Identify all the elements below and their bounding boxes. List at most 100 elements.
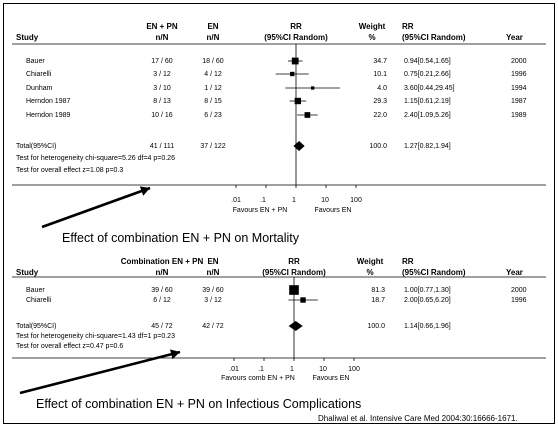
row-year: 1987 [511, 98, 527, 105]
favours-left-label: Favours EN + PN [232, 207, 288, 214]
effect-square [300, 297, 306, 303]
row-g2: 1 / 12 [204, 85, 222, 92]
row-year: 1994 [511, 85, 527, 92]
row-study: Herndon 1989 [26, 112, 71, 119]
pooled-diamond [288, 321, 303, 331]
arrow-infectious-head [170, 349, 180, 360]
col-rrtext-header: RR [402, 257, 414, 266]
row-weight: 29.3 [373, 98, 387, 105]
col-rr-header: RR [288, 257, 300, 266]
tick-label: 100 [348, 366, 360, 373]
col-weight-subheader: % [368, 33, 376, 42]
row-g1: 10 / 16 [151, 112, 173, 119]
row-rr-text: 2.00[0.65,6.20] [404, 297, 451, 304]
row-rr-text: 1.15[0.61,2.19] [404, 98, 451, 105]
tick-label: 100 [350, 197, 362, 204]
slide-frame [3, 3, 555, 424]
heterogeneity-text: Test for heterogeneity chi-square=1.43 d… [16, 333, 175, 340]
col-rrtext-subheader: (95%CI Random) [402, 33, 466, 42]
tick-label: .01 [231, 197, 241, 204]
effect-square [304, 112, 311, 118]
row-g1: 8 / 13 [153, 98, 171, 105]
tick-label: 10 [321, 197, 329, 204]
row-weight: 10.1 [373, 71, 387, 78]
col-weight-subheader: % [366, 268, 374, 277]
row-g1: 39 / 60 [151, 287, 173, 294]
caption-mortality: Effect of combination EN + PN on Mortali… [62, 231, 300, 245]
col-weight-header: Weight [356, 257, 384, 266]
row-rr-text: 0.75[0.21,2.66] [404, 71, 451, 78]
total-g2: 37 / 122 [200, 143, 226, 150]
total-weight: 100.0 [367, 323, 385, 330]
col-rrtext-subheader: (95%CI Random) [402, 268, 466, 277]
row-study: Herndon 1987 [26, 98, 71, 105]
caption-infectious: Effect of combination EN + PN on Infecti… [36, 397, 362, 411]
col-study-header: Study [16, 33, 39, 42]
row-g2: 39 / 60 [202, 287, 224, 294]
col-g1-subheader: n/N [155, 268, 169, 277]
row-rr-text: 3.60[0.44,29.45] [404, 85, 455, 92]
row-study: Dunham [26, 85, 53, 92]
row-rr-text: 0.94[0.54,1.65] [404, 58, 451, 65]
effect-square [289, 285, 299, 295]
row-year: 1996 [511, 297, 527, 304]
row-rr-text: 1.00[0.77,1.30] [404, 287, 451, 294]
arrow-infectious [19, 350, 181, 395]
col-g1-header: EN + PN [146, 22, 178, 31]
favours-right-label: Favours EN [314, 207, 352, 214]
row-year: 1989 [511, 112, 527, 119]
col-weight-header: Weight [358, 22, 386, 31]
overall-effect-text: Test for overall effect z=1.08 p=0.3 [16, 167, 124, 174]
favours-left-label: Favours comb EN + PN [221, 375, 295, 382]
total-g2: 42 / 72 [202, 323, 224, 330]
tick-label: .1 [258, 366, 264, 373]
row-weight: 4.0 [377, 85, 387, 92]
col-g2-header: EN [207, 22, 219, 31]
total-label: Total(95%CI) [16, 323, 57, 330]
col-g1-subheader: n/N [155, 33, 169, 42]
col-g2-subheader: n/N [206, 268, 220, 277]
effect-square [311, 86, 315, 90]
tick-label: 1 [290, 366, 294, 373]
effect-square [294, 97, 302, 105]
row-weight: 22.0 [373, 112, 387, 119]
arrow-mortality [41, 186, 151, 229]
row-g1: 17 / 60 [151, 58, 173, 65]
total-g1: 45 / 72 [151, 323, 173, 330]
col-rrtext-header: RR [402, 22, 414, 31]
col-study-header: Study [16, 268, 39, 277]
row-weight: 81.3 [371, 287, 385, 294]
row-weight: 18.7 [371, 297, 385, 304]
favours-right-label: Favours EN [312, 375, 350, 382]
row-year: 1996 [511, 71, 527, 78]
row-g1: 3 / 10 [153, 85, 171, 92]
col-year-header: Year [506, 268, 523, 277]
row-g2: 4 / 12 [204, 71, 222, 78]
total-rr-text: 1.14[0.66,1.96] [404, 323, 451, 330]
citation: Dhaliwal et al. Intensive Care Med 2004:… [318, 414, 518, 423]
tick-label: .01 [229, 366, 239, 373]
row-g2: 8 / 15 [204, 98, 222, 105]
total-rr-text: 1.27[0.82,1.94] [404, 143, 451, 150]
tick-label: 10 [319, 366, 327, 373]
col-g2-subheader: n/N [206, 33, 220, 42]
col-g2-header: EN [207, 257, 219, 266]
overall-effect-text: Test for overall effect z=0.47 p=0.6 [16, 343, 124, 350]
col-year-header: Year [506, 33, 523, 42]
row-g2: 3 / 12 [204, 297, 222, 304]
row-year: 2000 [511, 287, 527, 294]
col-rr-header: RR [290, 22, 302, 31]
effect-square [290, 71, 295, 77]
row-study: Chiarelli [26, 71, 52, 78]
row-g1: 3 / 12 [153, 71, 171, 78]
tick-label: 1 [292, 197, 296, 204]
total-weight: 100.0 [369, 143, 387, 150]
col-rr-subheader: (95%CI Random) [264, 33, 328, 42]
row-g2: 18 / 60 [202, 58, 224, 65]
row-rr-text: 2.40[1.09,5.26] [404, 112, 451, 119]
row-study: Chiarelli [26, 297, 52, 304]
row-weight: 34.7 [373, 58, 387, 65]
effect-square [291, 57, 299, 65]
total-label: Total(95%CI) [16, 143, 57, 150]
